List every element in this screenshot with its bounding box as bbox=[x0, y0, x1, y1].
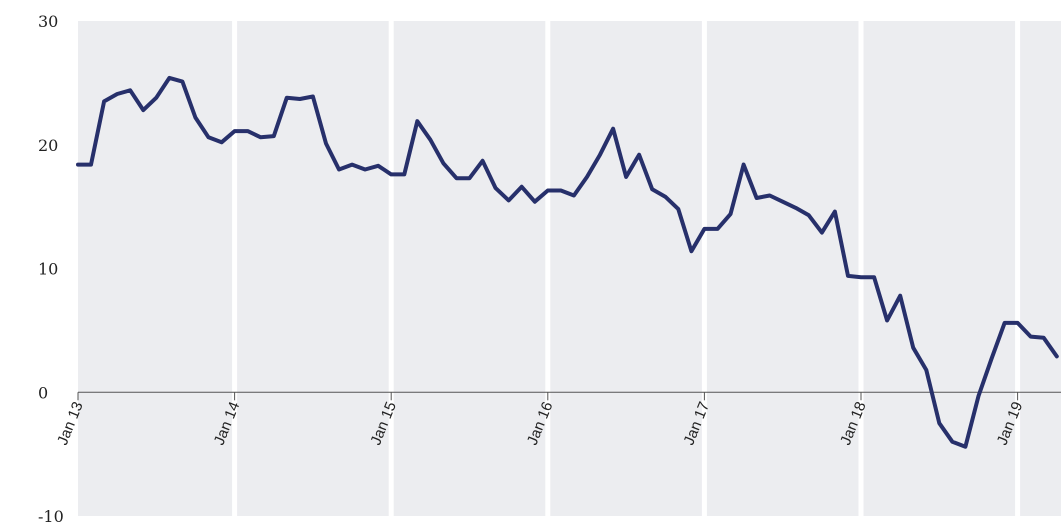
data-point bbox=[989, 357, 994, 361]
data-point bbox=[950, 440, 955, 444]
data-point bbox=[76, 163, 80, 167]
y-tick-label: -10 bbox=[38, 507, 64, 522]
data-point bbox=[937, 421, 941, 425]
data-point bbox=[1055, 354, 1059, 358]
data-point bbox=[833, 210, 837, 214]
data-point bbox=[389, 172, 393, 176]
series-line bbox=[76, 75, 1059, 449]
data-point bbox=[507, 198, 511, 202]
data-point bbox=[481, 159, 485, 163]
data-point bbox=[1016, 321, 1020, 325]
data-point bbox=[167, 76, 171, 80]
data-point bbox=[885, 318, 889, 323]
data-point bbox=[402, 172, 406, 176]
data-point bbox=[846, 274, 850, 278]
year-panel bbox=[863, 21, 1016, 516]
data-point bbox=[376, 164, 380, 168]
data-point bbox=[559, 188, 563, 193]
year-panel bbox=[706, 21, 859, 516]
data-point bbox=[311, 94, 315, 99]
data-point bbox=[259, 135, 263, 139]
data-point bbox=[546, 188, 550, 193]
data-point bbox=[467, 176, 472, 180]
data-point bbox=[611, 127, 615, 131]
data-point bbox=[755, 196, 759, 200]
data-point bbox=[585, 175, 589, 179]
data-point bbox=[180, 80, 184, 84]
data-point bbox=[637, 153, 641, 157]
data-point bbox=[533, 200, 537, 204]
year-panel bbox=[78, 21, 233, 516]
data-point bbox=[363, 167, 367, 172]
data-point bbox=[337, 167, 341, 172]
data-point bbox=[820, 231, 824, 235]
data-point bbox=[520, 185, 524, 189]
data-point bbox=[859, 275, 863, 279]
data-point bbox=[115, 92, 119, 96]
y-axis: 30 20 10 0 -10 bbox=[38, 12, 1061, 522]
year-panel bbox=[393, 21, 546, 516]
data-point bbox=[298, 97, 302, 101]
data-point bbox=[702, 227, 707, 231]
series-group bbox=[76, 75, 1059, 449]
data-point bbox=[742, 163, 746, 167]
year-panel bbox=[550, 21, 702, 516]
data-point bbox=[572, 193, 576, 198]
year-panels bbox=[78, 21, 1061, 516]
data-point bbox=[206, 135, 211, 139]
y-tick-label: 20 bbox=[38, 136, 58, 155]
data-point bbox=[924, 368, 928, 372]
data-point bbox=[350, 163, 354, 167]
data-point bbox=[494, 186, 498, 190]
data-point bbox=[154, 96, 158, 100]
year-panel bbox=[1020, 21, 1061, 516]
data-point bbox=[285, 96, 289, 100]
data-point bbox=[781, 200, 785, 204]
data-point bbox=[272, 134, 276, 138]
data-point bbox=[246, 129, 250, 133]
data-point bbox=[1042, 336, 1046, 340]
data-point bbox=[428, 138, 432, 142]
data-point bbox=[128, 88, 132, 92]
data-point bbox=[415, 119, 419, 123]
data-point bbox=[976, 394, 981, 398]
data-point bbox=[1029, 335, 1033, 339]
data-point bbox=[650, 187, 654, 191]
data-point bbox=[689, 249, 694, 253]
data-point bbox=[624, 175, 628, 179]
data-point bbox=[807, 213, 811, 217]
data-point bbox=[220, 140, 224, 144]
data-point bbox=[441, 161, 445, 165]
data-point bbox=[193, 115, 197, 120]
y-tick-label: 30 bbox=[38, 12, 58, 31]
data-point bbox=[454, 176, 459, 180]
data-point bbox=[728, 212, 733, 216]
data-point bbox=[141, 108, 145, 112]
data-point bbox=[89, 163, 93, 167]
data-point bbox=[715, 227, 720, 231]
data-point bbox=[911, 346, 915, 350]
data-point bbox=[1003, 321, 1007, 325]
data-point bbox=[794, 206, 798, 210]
data-point bbox=[102, 99, 106, 103]
y-tick-label: 0 bbox=[38, 383, 48, 402]
data-point bbox=[898, 294, 902, 298]
data-point bbox=[324, 141, 328, 146]
data-point bbox=[598, 153, 602, 157]
data-point bbox=[663, 195, 667, 199]
y-tick-label: 10 bbox=[38, 260, 58, 279]
data-point bbox=[963, 445, 968, 449]
data-point bbox=[676, 207, 680, 211]
data-point bbox=[872, 275, 876, 279]
data-point bbox=[233, 129, 237, 133]
data-point bbox=[768, 193, 772, 198]
